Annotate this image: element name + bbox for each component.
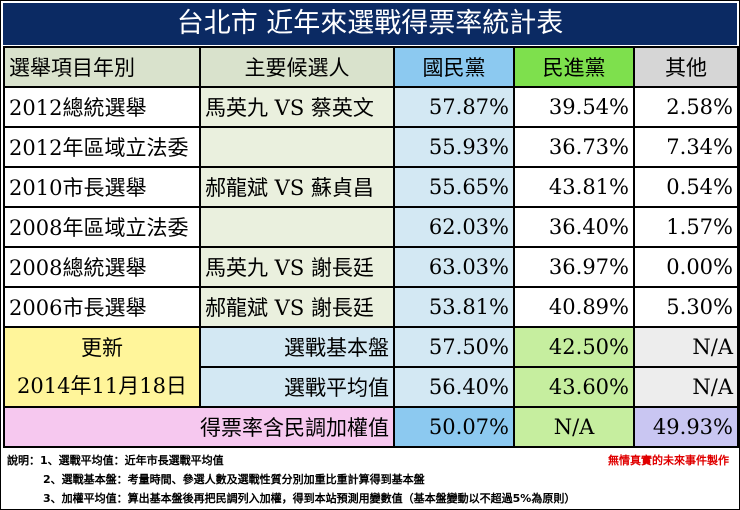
row-dpp: 36.97% (513, 246, 635, 288)
update-date: 2014年11月18日 (17, 374, 187, 398)
weighted-other: 49.93% (633, 406, 739, 448)
header-kmt: 國民黨 (393, 46, 515, 88)
base-kmt: 57.50% (393, 326, 515, 368)
table-row: 2008年區域立法委 62.03% 36.40% 1.57% (3, 206, 739, 248)
note-line: 3、加權平均值：算出基本盤後再把民調列入加權，得到本站預測用變數值（基本盤變動以… (43, 492, 576, 505)
header-row: 選舉項目年別 主要候選人 國民黨 民進黨 其他 (3, 46, 739, 88)
average-label: 選戰平均值 (199, 366, 395, 408)
election-table: 選舉項目年別 主要候選人 國民黨 民進黨 其他 2012總統選舉 馬英九 VS … (3, 46, 739, 448)
update-label: 更新 (81, 336, 123, 360)
header-dpp: 民進黨 (513, 46, 635, 88)
base-other: N/A (633, 326, 739, 368)
row-item: 2006市長選舉 (3, 286, 201, 328)
row-kmt: 55.65% (393, 166, 515, 208)
row-other: 1.57% (633, 206, 739, 248)
row-candidates: 郝龍斌 VS 謝長廷 (199, 286, 395, 328)
header-other: 其他 (633, 46, 739, 88)
weighted-kmt: 50.07% (393, 406, 515, 448)
row-kmt: 63.03% (393, 246, 515, 288)
average-other: N/A (633, 366, 739, 408)
row-candidates (199, 206, 395, 248)
row-candidates: 馬英九 VS 謝長廷 (199, 246, 395, 288)
weighted-dpp: N/A (513, 406, 635, 448)
average-row: 選戰平均值 56.40% 43.60% N/A (4, 366, 739, 408)
base-row: 更新 2014年11月18日 選戰基本盤 57.50% 42.50% N/A (3, 326, 739, 408)
row-dpp: 40.89% (513, 286, 635, 328)
average-kmt: 56.40% (393, 366, 515, 408)
note-line: 說明：1、選戰平均值：近年市長選戰平均值 (7, 454, 224, 467)
weighted-row: 得票率含民調加權值 50.07% N/A 49.93% (3, 406, 739, 448)
row-other: 2.58% (633, 86, 739, 128)
row-candidates (199, 126, 395, 168)
row-dpp: 39.54% (513, 86, 635, 128)
table-row: 2012年區域立法委 55.93% 36.73% 7.34% (3, 126, 739, 168)
row-item: 2008總統選舉 (3, 246, 201, 288)
weighted-label: 得票率含民調加權值 (3, 406, 395, 448)
row-other: 7.34% (633, 126, 739, 168)
notes-block: 說明：1、選戰平均值：近年市長選戰平均值 無情真實的未來事件製作 2、選戰基本盤… (3, 448, 737, 507)
base-dpp: 42.50% (513, 326, 635, 368)
update-cell: 更新 2014年11月18日 (3, 326, 201, 408)
row-item: 2008年區域立法委 (3, 206, 201, 248)
table-row: 2010市長選舉 郝龍斌 VS 蘇貞昌 55.65% 43.81% 0.54% (3, 166, 739, 208)
base-label: 選戰基本盤 (199, 326, 395, 368)
row-candidates: 郝龍斌 VS 蘇貞昌 (199, 166, 395, 208)
table-row: 2006市長選舉 郝龍斌 VS 謝長廷 53.81% 40.89% 5.30% (3, 286, 739, 328)
maker-credit: 無情真實的未來事件製作 (608, 454, 729, 467)
header-candidates: 主要候選人 (199, 46, 395, 88)
row-kmt: 62.03% (393, 206, 515, 248)
sheet-title: 台北市 近年來選戰得票率統計表 (3, 3, 737, 45)
table-row: 2012總統選舉 馬英九 VS 蔡英文 57.87% 39.54% 2.58% (3, 86, 739, 128)
row-other: 5.30% (633, 286, 739, 328)
row-item: 2010市長選舉 (3, 166, 201, 208)
table-row: 2008總統選舉 馬英九 VS 謝長廷 63.03% 36.97% 0.00% (3, 246, 739, 288)
header-item: 選舉項目年別 (3, 46, 201, 88)
note-line: 2、選戰基本盤：考量時間、參選人數及選戰性質分別加重比重計算得到基本盤 (43, 473, 425, 486)
row-candidates: 馬英九 VS 蔡英文 (199, 86, 395, 128)
row-other: 0.00% (633, 246, 739, 288)
row-item: 2012總統選舉 (3, 86, 201, 128)
row-kmt: 55.93% (393, 126, 515, 168)
row-dpp: 36.73% (513, 126, 635, 168)
average-dpp: 43.60% (513, 366, 635, 408)
row-dpp: 43.81% (513, 166, 635, 208)
row-other: 0.54% (633, 166, 739, 208)
row-kmt: 53.81% (393, 286, 515, 328)
row-item: 2012年區域立法委 (3, 126, 201, 168)
row-kmt: 57.87% (393, 86, 515, 128)
row-dpp: 36.40% (513, 206, 635, 248)
